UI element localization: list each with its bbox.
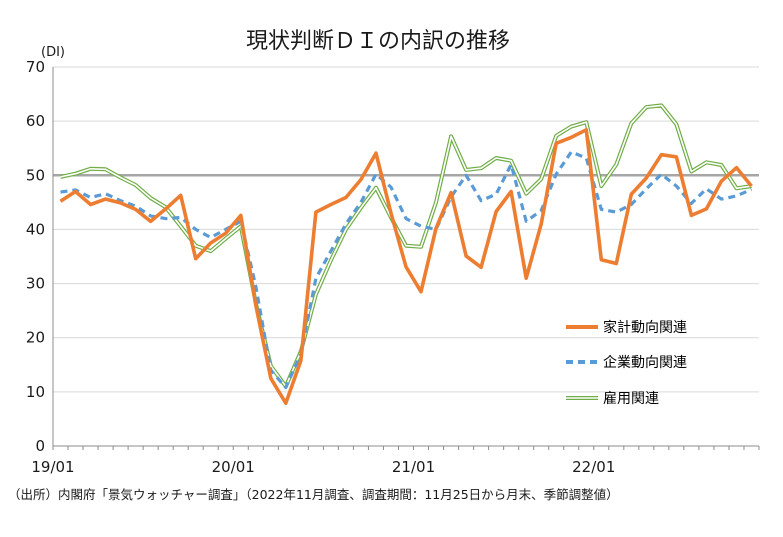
legend-label-household: 家計動向関連 bbox=[603, 319, 687, 336]
y-tick-label-30: 30 bbox=[26, 275, 45, 293]
y-tick-label-10: 10 bbox=[26, 383, 45, 401]
legend-item-employment: 雇用関連 bbox=[566, 390, 659, 407]
legend-item-household: 家計動向関連 bbox=[566, 319, 687, 336]
source-note: （出所）内閣府「景気ウォッチャー調査」（2022年11月調査、調査期間：11月2… bbox=[8, 487, 619, 502]
axes bbox=[52, 67, 759, 447]
y-tick-label-60: 60 bbox=[26, 112, 45, 130]
series-lines bbox=[59, 103, 753, 406]
legend-item-corporate: 企業動向関連 bbox=[566, 354, 687, 371]
legend-label-corporate: 企業動向関連 bbox=[603, 354, 687, 371]
series-line-employment-inner bbox=[60, 104, 752, 388]
y-tick-label-40: 40 bbox=[26, 220, 45, 238]
y-axis-ticks: 0 10 20 30 40 50 60 70 bbox=[26, 58, 45, 455]
x-axis-ticks: 19/01 20/01 21/01 22/01 bbox=[31, 446, 760, 476]
y-tick-label-20: 20 bbox=[26, 329, 45, 347]
x-tick-label-1: 20/01 bbox=[212, 458, 255, 476]
x-tick-label-2: 21/01 bbox=[392, 458, 435, 476]
series-line-corporate bbox=[60, 150, 753, 390]
legend: 家計動向関連 企業動向関連 雇用関連 bbox=[566, 319, 687, 407]
legend-label-employment: 雇用関連 bbox=[603, 390, 659, 407]
chart-title: 現状判断ＤＩの内訳の推移 bbox=[246, 29, 510, 54]
y-tick-label-0: 0 bbox=[35, 437, 45, 455]
x-tick-label-3: 22/01 bbox=[572, 458, 615, 476]
y-tick-label-50: 50 bbox=[26, 166, 45, 184]
y-axis-unit: (DI) bbox=[41, 45, 65, 60]
gridlines bbox=[53, 66, 759, 393]
x-tick-label-0: 19/01 bbox=[31, 458, 74, 476]
series-line-household bbox=[59, 128, 753, 406]
y-tick-label-70: 70 bbox=[26, 58, 45, 76]
